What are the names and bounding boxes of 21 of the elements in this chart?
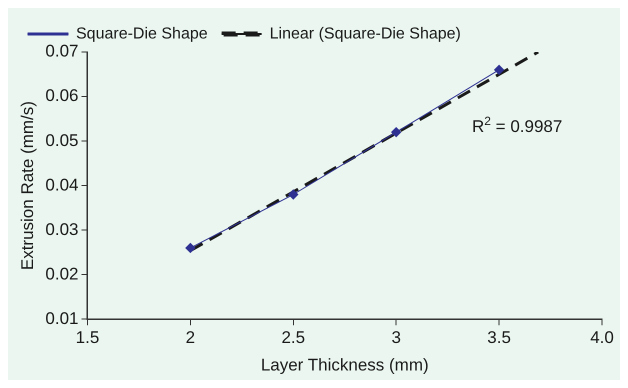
y-tick-label: 0.07: [45, 42, 78, 61]
y-tick-label: 0.06: [45, 86, 78, 106]
x-tick-label: 3.5: [487, 328, 511, 348]
y-tick-label: 0.03: [45, 220, 78, 239]
y-axis-title: Extrusion Rate (mm/s): [18, 101, 37, 270]
y-tick-label: 0.04: [45, 175, 78, 194]
x-tick-label: 2.5: [281, 328, 306, 348]
y-tick-label: 0.05: [45, 130, 78, 150]
legend-label: Linear (Square-Die Shape): [270, 25, 461, 42]
point: [185, 242, 196, 253]
y-tick-label: 0.02: [45, 264, 78, 284]
legend-label: Square-Die Shape: [76, 25, 208, 42]
x-tick-label: 4.0: [590, 328, 614, 348]
x-tick-label: 2: [186, 328, 196, 348]
point: [288, 190, 298, 200]
x-tick-label: 1.5: [76, 328, 100, 348]
point: [494, 64, 504, 75]
x-axis-title: Layer Thickness (mm): [260, 355, 429, 374]
point: [391, 127, 402, 138]
y-tick-label: 0.01: [45, 308, 78, 328]
x-tick-label: 3: [391, 328, 401, 348]
